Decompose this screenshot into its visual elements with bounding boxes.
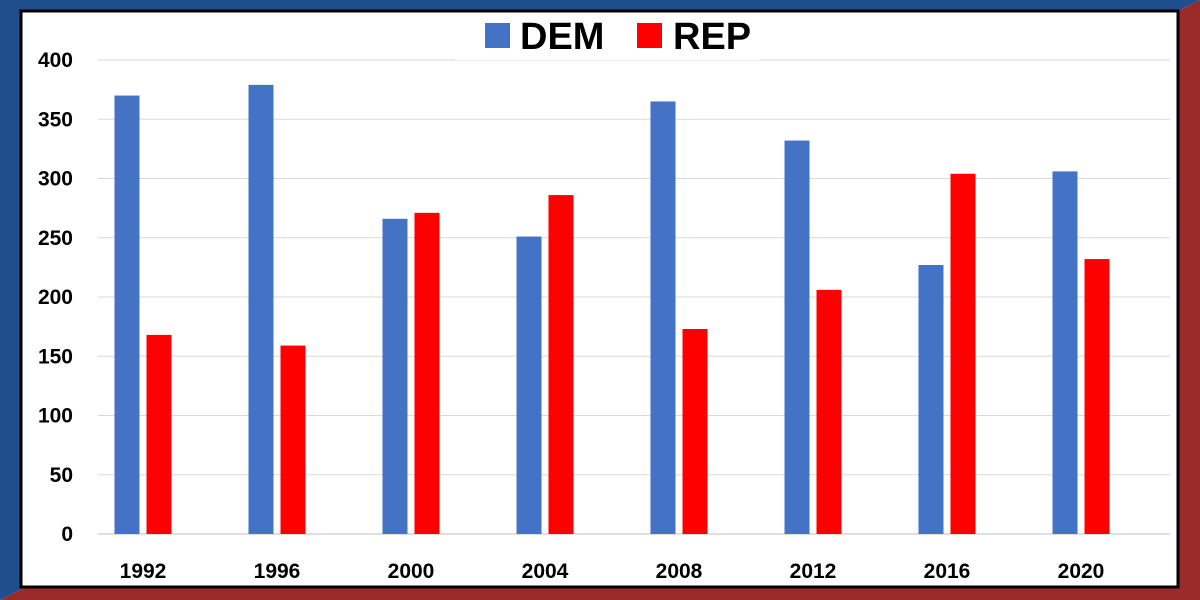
legend-swatch-rep xyxy=(637,23,662,48)
y-tick-label: 400 xyxy=(38,49,73,72)
bar-dem-1992 xyxy=(114,95,140,535)
x-tick-label: 1996 xyxy=(254,560,301,583)
y-tick-label: 50 xyxy=(50,464,73,487)
x-tick-label: 2020 xyxy=(1058,560,1105,583)
bar-dem-2008 xyxy=(650,101,676,534)
bar-rep-2004 xyxy=(548,195,574,534)
bar-rep-2008 xyxy=(682,328,708,534)
y-tick-label: 350 xyxy=(38,108,73,131)
y-tick-label: 200 xyxy=(38,286,73,309)
bar-rep-1996 xyxy=(280,345,306,534)
x-tick-label: 2012 xyxy=(790,560,837,583)
bar-rep-1992 xyxy=(146,334,172,534)
x-tick-label: 2016 xyxy=(924,560,971,583)
x-tick-label: 1992 xyxy=(120,560,167,583)
bar-rep-2012 xyxy=(816,289,842,534)
y-tick-label: 250 xyxy=(38,227,73,250)
bar-dem-2016 xyxy=(918,265,944,534)
y-tick-label: 300 xyxy=(38,168,73,191)
plot-panel xyxy=(19,9,1180,589)
bar-rep-2016 xyxy=(950,173,976,534)
legend-label-dem: DEM xyxy=(520,16,604,58)
legend-label-rep: REP xyxy=(673,16,751,58)
bar-dem-1996 xyxy=(248,84,274,534)
bar-rep-2000 xyxy=(414,212,440,535)
y-tick-label: 0 xyxy=(61,523,73,546)
x-tick-label: 2000 xyxy=(388,560,435,583)
y-tick-label: 150 xyxy=(38,345,73,368)
bar-dem-2004 xyxy=(516,236,542,534)
x-tick-label: 2004 xyxy=(522,560,569,583)
y-tick-label: 100 xyxy=(38,405,73,428)
bar-rep-2020 xyxy=(1084,259,1110,534)
legend-swatch-dem xyxy=(485,23,510,48)
bar-dem-2000 xyxy=(382,218,408,535)
x-tick-label: 2008 xyxy=(656,560,703,583)
bar-dem-2012 xyxy=(784,140,810,534)
bar-dem-2020 xyxy=(1052,171,1078,534)
